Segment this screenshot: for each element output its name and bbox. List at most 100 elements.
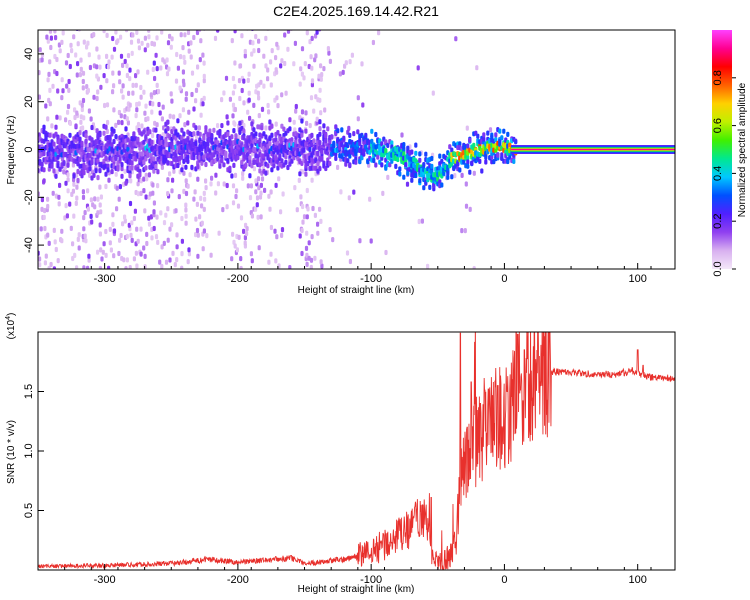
heatmap-cell: [334, 124, 338, 130]
heatmap-cell: [104, 155, 108, 161]
heatmap-cell: [190, 138, 194, 144]
heatmap-cell: [159, 65, 163, 71]
heatmap-cell: [183, 32, 187, 38]
heatmap-cell: [139, 84, 143, 91]
heatmap-cell: [328, 227, 332, 233]
heatmap-cell: [369, 238, 373, 244]
heatmap-cell: [230, 38, 234, 44]
bottom-x-axis: -300 -200 -100 0 100: [37, 564, 652, 586]
heatmap-cell: [225, 114, 229, 120]
heatmap-cell: [266, 102, 270, 109]
heatmap-cell: [309, 95, 314, 101]
heatmap-cell: [106, 64, 111, 70]
heatmap-cell: [236, 203, 241, 209]
heatmap-cell: [105, 78, 109, 84]
heatmap-cell: [199, 195, 203, 201]
heatmap-cell: [83, 210, 87, 216]
heatmap-cell: [286, 30, 291, 34]
heatmap-cell: [314, 33, 318, 39]
heatmap-cell: [98, 64, 102, 70]
heatmap-cell: [224, 153, 228, 159]
heatmap-cell: [176, 65, 180, 71]
heatmap-cell: [248, 155, 252, 161]
heatmap-cell: [316, 221, 320, 227]
heatmap-cell: [231, 113, 235, 119]
heatmap-cell: [313, 212, 317, 218]
frequency-line-band: [511, 148, 675, 151]
heatmap-cell: [405, 181, 410, 187]
heatmap-cell: [294, 103, 298, 110]
heatmap-cell: [78, 72, 82, 78]
heatmap-cell: [148, 129, 152, 135]
heatmap-cell: [295, 207, 299, 213]
heatmap-cell: [258, 168, 262, 174]
heatmap-cell: [145, 240, 149, 247]
heatmap-cell: [235, 188, 239, 194]
heatmap-cell: [228, 96, 232, 102]
heatmap-cell: [341, 69, 345, 75]
heatmap-cell: [166, 119, 170, 125]
heatmap-cell: [360, 155, 364, 161]
tick-label: 100: [629, 273, 647, 285]
heatmap-cell: [165, 71, 170, 77]
heatmap-cell: [276, 165, 280, 171]
heatmap-cell: [66, 103, 71, 110]
heatmap-cell: [184, 220, 188, 226]
heatmap-cell: [149, 153, 153, 159]
heatmap-cell: [115, 206, 119, 212]
heatmap-cell: [161, 104, 165, 110]
heatmap-cell: [169, 91, 173, 97]
heatmap-cell: [472, 170, 476, 176]
y-scale-factor: (x104): [5, 313, 17, 340]
heatmap-cell: [46, 203, 50, 210]
heatmap-cell: [43, 225, 47, 232]
heatmap-cell: [374, 162, 378, 168]
heatmap-cell: [130, 50, 134, 56]
heatmap-cell: [54, 35, 58, 41]
heatmap-cell: [334, 155, 338, 161]
heatmap-cell: [139, 251, 143, 257]
heatmap-cell: [99, 84, 103, 90]
heatmap-cell: [279, 63, 283, 69]
tick-label: 0.5: [23, 503, 35, 518]
heatmap-cell: [468, 169, 472, 175]
heatmap-cell: [283, 32, 287, 38]
heatmap-cell: [46, 77, 50, 83]
heatmap-cell: [236, 154, 240, 161]
heatmap-cell: [55, 56, 59, 63]
colorbar-tick-label: 0.4: [712, 166, 724, 181]
tick-label: 100: [629, 574, 647, 586]
heatmap-cell: [259, 182, 263, 188]
heatmap-cell: [216, 123, 220, 129]
heatmap-cell: [64, 60, 69, 66]
heatmap-cell: [170, 222, 174, 228]
tick-label: -20: [23, 189, 35, 205]
spectrogram-heatmap: [38, 30, 675, 269]
heatmap-cell: [266, 67, 270, 73]
heatmap-cell: [187, 48, 191, 54]
top-y-axis-label: Frequency (Hz): [6, 116, 17, 185]
heatmap-cell: [173, 262, 177, 268]
heatmap-cell: [500, 135, 504, 141]
heatmap-cell: [43, 208, 47, 214]
heatmap-cell: [298, 171, 302, 177]
heatmap-cell: [199, 112, 203, 118]
heatmap-cell: [279, 209, 283, 215]
heatmap-cell: [356, 129, 360, 135]
tick-label: 0: [23, 146, 35, 152]
heatmap-cell: [304, 110, 308, 116]
tick-label: -100: [360, 273, 382, 285]
heatmap-cell: [264, 63, 268, 69]
heatmap-cell: [56, 258, 60, 264]
heatmap-cell: [303, 61, 307, 67]
heatmap-cell: [301, 169, 305, 175]
heatmap-cell: [254, 178, 258, 184]
heatmap-cell: [300, 109, 305, 115]
heatmap-cell: [60, 228, 64, 234]
heatmap-cell: [190, 164, 194, 170]
heatmap-cell: [201, 101, 205, 107]
heatmap-cell: [388, 162, 392, 168]
heatmap-cell: [264, 170, 268, 176]
heatmap-cell: [48, 101, 52, 107]
heatmap-cell: [179, 54, 183, 60]
